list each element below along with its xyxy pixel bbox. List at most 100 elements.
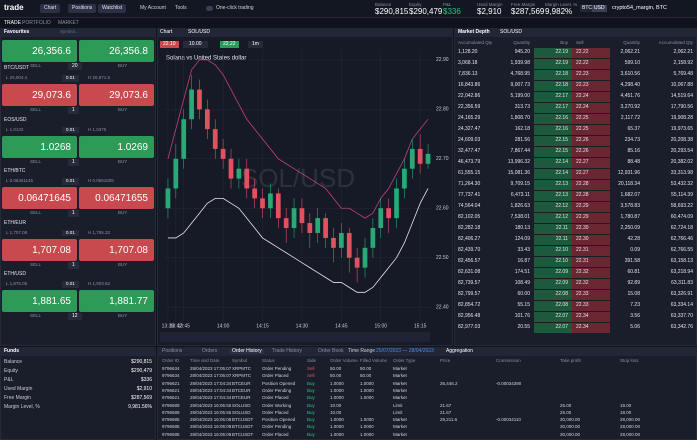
depth-cell: 1,128.20 bbox=[458, 49, 478, 55]
chart-panel bbox=[157, 28, 453, 346]
depth-cell: 22.27 bbox=[576, 170, 589, 176]
sell-price[interactable]: 22.10 bbox=[160, 41, 179, 48]
price-button[interactable]: 29,073.6 bbox=[79, 84, 154, 106]
step[interactable]: 0.01 bbox=[62, 75, 79, 82]
depth-cell: 82,977.03 bbox=[458, 324, 481, 330]
nav-tab[interactable]: PORTFOLIO bbox=[22, 20, 51, 26]
depth-cell: 63,326.91 bbox=[670, 291, 693, 297]
depth-cell: 7,836.13 bbox=[458, 71, 478, 77]
orders-tab[interactable]: Order Book bbox=[318, 348, 344, 354]
nav-button[interactable]: Positions bbox=[68, 4, 97, 13]
buy-cell-bg bbox=[534, 125, 572, 135]
quantity[interactable]: 1 bbox=[68, 158, 79, 166]
orders-cell: BTCUSDT bbox=[232, 424, 254, 430]
price-button[interactable]: 0.06471645 bbox=[2, 187, 77, 209]
chart-tab[interactable]: SOL/USD bbox=[188, 29, 210, 35]
panel-header bbox=[0, 347, 156, 356]
buy-cell-bg bbox=[534, 290, 572, 300]
orders-cell: BTCEUR bbox=[232, 395, 251, 401]
depth-cell: 71,264.30 bbox=[458, 181, 481, 187]
orders-tab[interactable]: Trade History bbox=[272, 348, 302, 354]
sell-cell-bg bbox=[572, 191, 610, 201]
buy-price[interactable]: 22.22 bbox=[220, 41, 239, 48]
price-button[interactable]: 0.06471655 bbox=[79, 187, 154, 209]
orders-cell: 26,446.2 bbox=[440, 380, 458, 386]
orders-cell: 1.0000 bbox=[360, 380, 374, 386]
orders-cell: 28/04/2023 17:04:34 bbox=[190, 395, 232, 401]
step[interactable]: 0.01 bbox=[62, 178, 79, 185]
orders-tab[interactable]: Orders bbox=[202, 348, 218, 354]
sell-cell-bg bbox=[572, 125, 610, 135]
price-button[interactable]: 1,881.77 bbox=[79, 290, 154, 312]
buy-cell-bg bbox=[534, 81, 572, 91]
depth-cell: 20,293.54 bbox=[670, 148, 693, 154]
interval[interactable]: 1m bbox=[248, 41, 263, 48]
orders-cell: Order Pending bbox=[262, 424, 292, 430]
quantity[interactable]: 12 bbox=[68, 313, 82, 320]
panel-header bbox=[157, 347, 697, 356]
step[interactable]: 0.01 bbox=[62, 126, 79, 133]
step[interactable]: 0.01 bbox=[62, 281, 79, 288]
price-button[interactable]: 1.0268 bbox=[2, 135, 77, 158]
menu[interactable]: My Account bbox=[140, 5, 166, 11]
time-range[interactable]: 25/07/2023 — 28/04/2023 bbox=[376, 348, 434, 354]
quantity[interactable]: 1 bbox=[68, 261, 79, 269]
depth-cell: 17,790.56 bbox=[670, 104, 693, 110]
nav-tab[interactable]: MARKET bbox=[58, 20, 79, 26]
price-button[interactable]: 1,881.65 bbox=[2, 290, 77, 312]
quantity[interactable]: 20 bbox=[68, 63, 82, 70]
currency-toggle[interactable]: USD bbox=[592, 5, 607, 12]
buy-cell-bg bbox=[534, 48, 572, 58]
sell-cell-bg bbox=[572, 268, 610, 278]
price-button[interactable]: 29,073.6 bbox=[2, 84, 77, 106]
price-button[interactable]: 1,707.08 bbox=[2, 238, 77, 261]
depth-tab[interactable]: SOL/USD bbox=[500, 29, 522, 35]
menu[interactable]: Tools bbox=[175, 5, 187, 11]
high-price: H 1,755.32 bbox=[88, 229, 111, 235]
orders-cell: BTCEUR bbox=[232, 387, 251, 393]
quantity[interactable]: 1 bbox=[68, 107, 79, 114]
aggregation[interactable]: Aggregation bbox=[446, 348, 473, 354]
low-price: L 0.06461145 bbox=[6, 178, 34, 183]
stat-value: $2,910 bbox=[477, 7, 502, 16]
depth-cell: 82,956.48 bbox=[458, 313, 481, 319]
sell-label: SELL bbox=[30, 107, 42, 112]
depth-cell: 60.81 bbox=[627, 269, 640, 275]
step[interactable]: 0.01 bbox=[62, 229, 79, 236]
price-button[interactable]: 1,707.08 bbox=[79, 238, 154, 261]
depth-cell: 88.48 bbox=[627, 159, 640, 165]
orders-column-header: Price bbox=[440, 358, 451, 363]
orders-column-header: Order Type bbox=[393, 358, 416, 363]
nav-tab[interactable]: TRADE bbox=[4, 20, 21, 26]
orders-cell: BTCUSDT bbox=[232, 431, 254, 437]
price-button[interactable]: 26,356.6 bbox=[2, 40, 77, 62]
currency-toggle[interactable]: BTC bbox=[580, 5, 594, 12]
toggle-switch[interactable] bbox=[206, 6, 213, 11]
buy-cell-bg bbox=[534, 103, 572, 113]
price-button[interactable]: 1.0269 bbox=[79, 135, 154, 158]
nav-button[interactable]: Watchlist bbox=[98, 4, 127, 13]
orders-tab[interactable]: Positions bbox=[162, 348, 183, 354]
sell-label: SELL bbox=[30, 158, 42, 164]
depth-cell: 22.14 bbox=[555, 170, 568, 176]
quantity[interactable]: 1 bbox=[68, 210, 79, 217]
depth-cell: 22.11 bbox=[555, 225, 568, 231]
buy-label: BUY bbox=[118, 261, 128, 267]
buy-cell-bg bbox=[534, 268, 572, 278]
account[interactable]: crypto54_margin, BTC bbox=[612, 5, 668, 11]
orders-cell: 25.00 bbox=[560, 409, 572, 415]
orders-cell: Buy bbox=[307, 409, 315, 415]
orders-tab[interactable]: Order History bbox=[230, 348, 264, 354]
price-button[interactable]: 26,356.8 bbox=[79, 40, 154, 62]
orders-cell: 50.00 bbox=[360, 366, 372, 371]
search[interactable]: Symbol... bbox=[60, 29, 79, 34]
chart-tab[interactable]: Chart bbox=[160, 29, 173, 35]
sell-cell-bg bbox=[572, 257, 610, 267]
volume[interactable]: 10.00 bbox=[183, 41, 208, 48]
depth-cell: 22.22 bbox=[576, 49, 589, 55]
depth-cell: 22.25 bbox=[576, 115, 589, 121]
price: 1,881.65 bbox=[32, 296, 71, 307]
nav-button[interactable]: Chart bbox=[40, 4, 61, 13]
depth-cell: 174.51 bbox=[514, 269, 530, 275]
depth-cell: 22.32 bbox=[576, 269, 589, 275]
